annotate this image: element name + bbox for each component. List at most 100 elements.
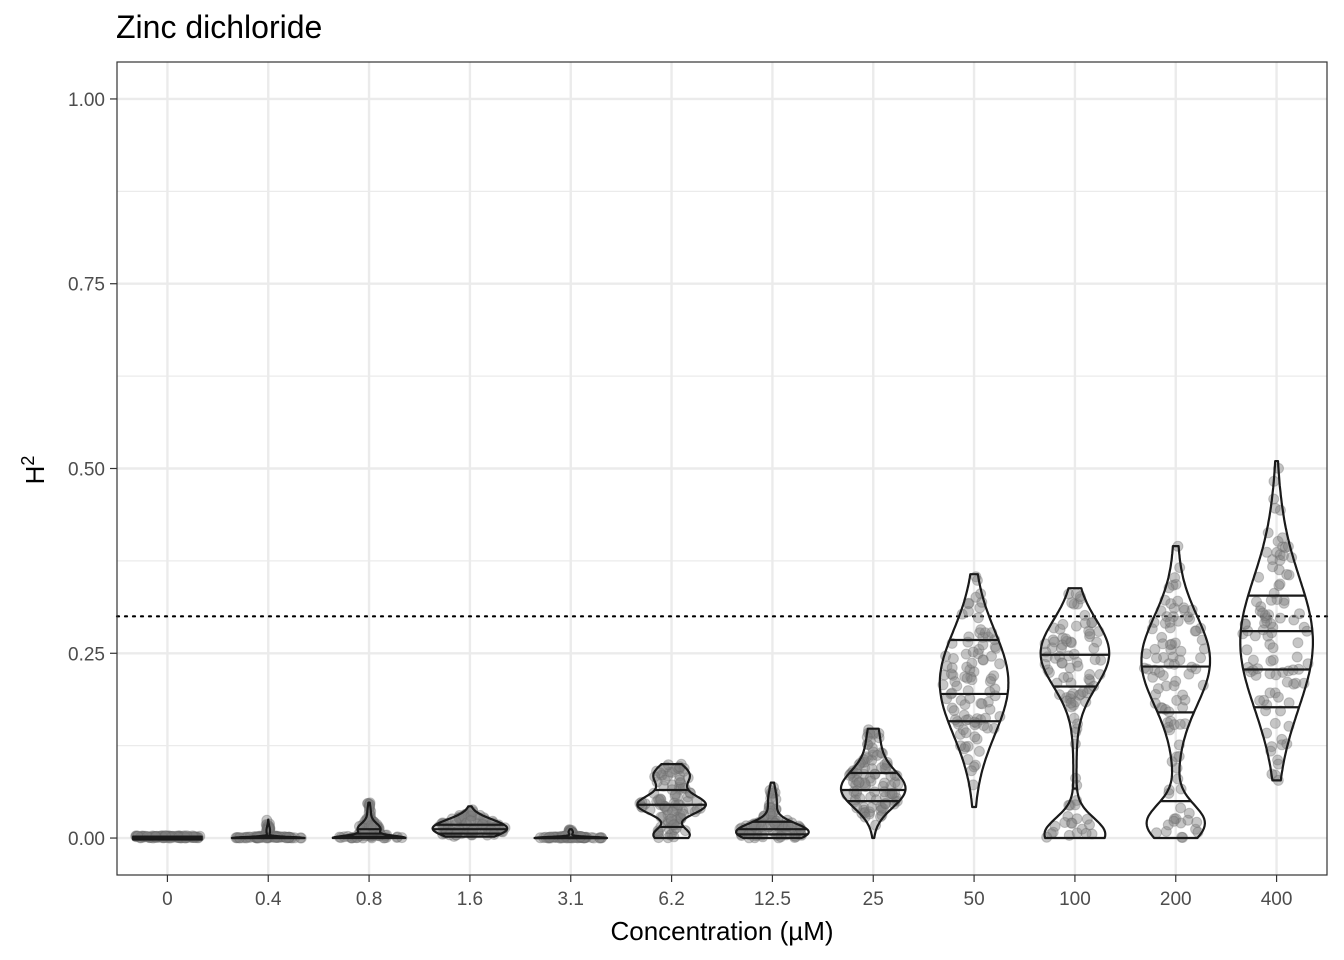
y-axis-title: H2 — [18, 456, 50, 485]
data-point — [975, 697, 987, 709]
data-point — [1067, 688, 1079, 700]
data-point — [1274, 549, 1286, 561]
data-point — [945, 668, 957, 680]
data-point — [869, 768, 881, 780]
x-tick-label: 1.6 — [457, 889, 483, 910]
data-point — [1174, 718, 1186, 730]
data-point — [851, 775, 863, 786]
data-point — [1291, 651, 1303, 663]
x-tick-label: 3.1 — [558, 889, 584, 910]
y-tick-label: 0.00 — [68, 829, 105, 850]
y-tick-label: 0.25 — [68, 644, 105, 665]
data-point — [877, 780, 889, 792]
data-point — [1172, 615, 1184, 627]
data-point — [1164, 616, 1176, 628]
data-point — [859, 756, 871, 768]
data-point — [1065, 637, 1077, 649]
data-point — [1190, 625, 1202, 637]
data-point — [971, 733, 983, 745]
data-point — [1241, 644, 1253, 656]
data-point — [1298, 621, 1310, 633]
data-point — [1064, 662, 1076, 674]
data-point — [1267, 621, 1279, 633]
violin-shape — [1140, 545, 1212, 840]
data-point — [465, 810, 477, 822]
data-point — [988, 670, 1000, 682]
data-point — [1081, 813, 1093, 825]
data-point — [1062, 671, 1074, 683]
data-point — [947, 653, 959, 664]
data-point — [1264, 638, 1276, 650]
data-point — [1062, 811, 1074, 822]
data-point — [1269, 717, 1281, 729]
data-point — [1265, 594, 1277, 606]
data-point — [1168, 815, 1180, 827]
x-tick-label: 100 — [1059, 889, 1091, 910]
data-point — [1165, 598, 1177, 610]
data-point — [889, 777, 901, 788]
data-point — [1274, 554, 1286, 566]
data-point — [1254, 605, 1266, 617]
data-point — [674, 774, 686, 786]
data-point — [1190, 823, 1202, 835]
data-point — [1171, 694, 1183, 706]
data-point — [1182, 611, 1194, 623]
data-point — [949, 676, 961, 688]
data-point — [1065, 677, 1077, 689]
x-tick-label: 200 — [1160, 889, 1192, 910]
data-point — [1061, 635, 1073, 647]
data-point — [679, 825, 691, 837]
data-point — [1076, 823, 1088, 835]
data-point — [957, 724, 969, 736]
data-point — [1172, 595, 1184, 607]
data-point — [1057, 632, 1069, 644]
data-point — [456, 815, 468, 827]
y-tick-label: 1.00 — [68, 90, 105, 111]
data-point — [1160, 826, 1172, 837]
data-point — [1290, 677, 1302, 689]
data-point — [948, 705, 960, 717]
data-point — [862, 752, 874, 764]
data-point — [1179, 604, 1190, 616]
data-point — [1167, 651, 1179, 663]
data-point — [1075, 688, 1087, 700]
data-point — [652, 825, 664, 837]
data-point — [977, 639, 989, 651]
data-point — [1066, 817, 1078, 829]
data-point — [1079, 617, 1091, 629]
data-point — [879, 777, 890, 789]
data-point — [1091, 636, 1103, 648]
data-point — [1065, 697, 1077, 709]
data-point — [668, 831, 680, 843]
data-point — [1084, 631, 1096, 643]
violin-layer — [132, 460, 1314, 841]
x-tick-label: 6.2 — [658, 889, 684, 910]
axis-layer: 0.00 0.25 0.50 0.75 1.00 0 0.4 0.8 1.6 3.1 6.2 12.5… — [68, 90, 1292, 910]
data-point — [947, 669, 959, 681]
data-point — [1278, 597, 1290, 609]
y-axis-title-base: H — [20, 466, 50, 485]
data-point — [1151, 652, 1162, 664]
data-point — [854, 776, 865, 788]
data-point — [1168, 680, 1180, 692]
data-point — [985, 673, 997, 685]
data-point — [1165, 644, 1177, 656]
data-point — [968, 666, 980, 678]
data-point — [981, 722, 993, 734]
data-point — [1170, 675, 1182, 687]
data-point — [866, 742, 878, 754]
data-point — [1166, 638, 1178, 650]
data-point — [865, 791, 877, 803]
y-tick-label: 0.75 — [68, 275, 105, 296]
data-point — [1264, 687, 1276, 699]
data-point — [954, 728, 966, 740]
data-point — [1183, 807, 1195, 819]
data-point — [668, 819, 680, 831]
x-tick-label: 400 — [1261, 889, 1293, 910]
data-point — [1272, 754, 1284, 766]
data-point — [463, 809, 475, 821]
data-point — [1288, 678, 1300, 690]
data-point — [973, 643, 985, 655]
data-point — [1265, 655, 1277, 667]
data-point — [867, 746, 879, 758]
